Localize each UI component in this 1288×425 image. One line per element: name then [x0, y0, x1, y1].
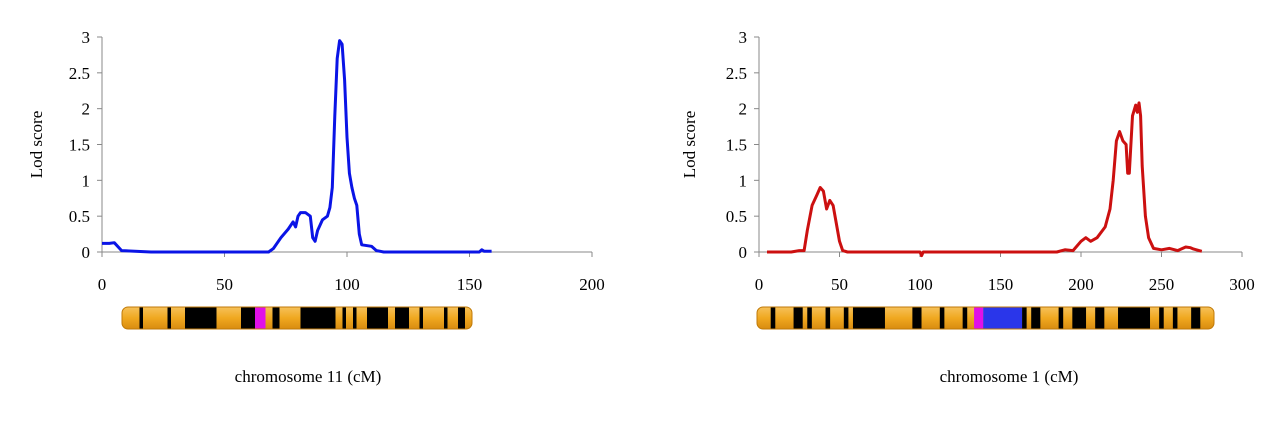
x-tick-label: 150 [988, 275, 1014, 294]
chromosome-band [1095, 307, 1105, 329]
x-tick-label: 50 [831, 275, 848, 294]
chromosome-band [444, 307, 448, 329]
chromosome-band [1172, 307, 1178, 329]
chromosome-bands [757, 307, 1214, 329]
chromosome-band [458, 307, 465, 329]
x-tick-label: 200 [1068, 275, 1094, 294]
chromosome-band [1058, 307, 1064, 329]
y-tick-label: 3 [82, 28, 91, 47]
chromosome-outline [121, 306, 473, 330]
chromosome-band [843, 307, 849, 329]
chromosome-band [825, 307, 831, 329]
series-line-1 [767, 101, 1203, 258]
chromosome-band [367, 307, 388, 329]
chromosome-band [139, 307, 143, 329]
chromosome-highlight [983, 307, 1023, 329]
y-tick-label: 0.5 [726, 207, 747, 226]
chromosome-bands [122, 307, 472, 329]
y-tick-label: 0 [82, 243, 91, 262]
y-tick-label: 1.5 [726, 136, 747, 155]
chromosome-band [1031, 307, 1041, 329]
chromosome-band [272, 307, 280, 329]
y-tick-label: 3 [739, 28, 748, 47]
y-tick-label: 0.5 [69, 207, 90, 226]
x-axis-label: chromosome 11 (cM) [235, 367, 382, 386]
y-tick-label: 1 [82, 171, 91, 190]
y-tick-label: 0 [739, 243, 748, 262]
chromosome-band [852, 307, 885, 329]
chromosome-band [167, 307, 171, 329]
chromosome-band [1191, 307, 1201, 329]
chromosome-outline [756, 306, 1215, 330]
x-tick-label: 50 [216, 275, 233, 294]
y-tick-label: 1.5 [69, 136, 90, 155]
chromosome-band [1072, 307, 1087, 329]
chart-2: 0 0.5 1 1.5 2 2.5 3 0 50 100 150 200 250 300 Lod score… [680, 28, 1255, 386]
y-tick-label: 2 [739, 100, 748, 119]
x-tick-label: 200 [579, 275, 605, 294]
x-tick-label: 150 [457, 275, 483, 294]
x-axis-label: chromosome 1 (cM) [940, 367, 1079, 386]
chromosome-ideogram [756, 306, 1215, 330]
chromosome-band [1022, 307, 1027, 329]
x-tick-label: 100 [907, 275, 933, 294]
chromosome-band [962, 307, 968, 329]
chromosome-band [807, 307, 812, 329]
x-tick-label: 100 [334, 275, 360, 294]
chromosome-ideogram [121, 306, 473, 330]
chromosome-band [1159, 307, 1164, 329]
y-tick-label: 2.5 [69, 64, 90, 83]
chromosome-band [912, 307, 922, 329]
chromosome-band [342, 307, 346, 329]
y-axis-label: Lod score [680, 111, 699, 179]
y-tick-label: 2 [82, 100, 91, 119]
chromosome-highlight [255, 307, 266, 329]
chromosome-band [353, 307, 357, 329]
series-line-1 [102, 39, 492, 254]
chromosome-band [241, 307, 255, 329]
chromosome-highlight [974, 307, 984, 329]
y-axis-label: Lod score [27, 111, 46, 179]
chart-1: 0 0.5 1 1.5 2 2.5 3 0 50 100 150 200 Lod score chromo… [27, 28, 605, 386]
chromosome-band [419, 307, 423, 329]
chromosome-band [793, 307, 803, 329]
x-tick-label: 250 [1149, 275, 1175, 294]
x-tick-label: 300 [1229, 275, 1255, 294]
y-tick-label: 1 [739, 171, 748, 190]
chromosome-band [939, 307, 945, 329]
x-tick-label: 0 [755, 275, 764, 294]
chromosome-band [395, 307, 409, 329]
chromosome-band [185, 307, 217, 329]
chromosome-band [1118, 307, 1151, 329]
x-tick-label: 0 [98, 275, 107, 294]
chromosome-band [770, 307, 776, 329]
y-tick-label: 2.5 [726, 64, 747, 83]
chromosome-band [300, 307, 336, 329]
